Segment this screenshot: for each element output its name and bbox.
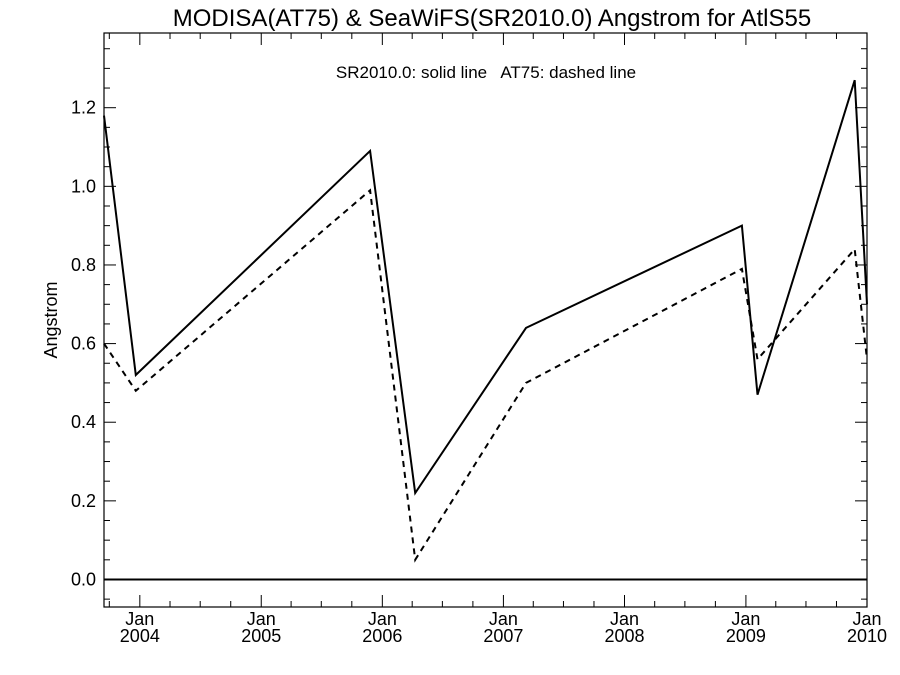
x-tick-year-label: 2004 [120, 626, 160, 646]
x-tick-year-label: 2005 [241, 626, 281, 646]
x-tick-month-label: Jan [610, 609, 639, 629]
x-tick-month-label: Jan [731, 609, 760, 629]
x-tick-year-label: 2006 [362, 626, 402, 646]
x-tick-month-label: Jan [125, 609, 154, 629]
plot-frame [103, 32, 868, 608]
x-tick-year-label: 2007 [483, 626, 523, 646]
y-tick-label: 0.8 [71, 255, 96, 275]
line-style-annotation: SR2010.0: solid line AT75: dashed line [336, 63, 636, 82]
y-tick-label: 0.0 [71, 569, 96, 589]
x-tick-year-label: 2009 [726, 626, 766, 646]
dashed-series-line [103, 188, 868, 563]
x-tick-month-label: Jan [368, 609, 397, 629]
y-axis-ticks: 0.0 0.2 0.4 0.6 0.8 1.0 1.2 [71, 48, 867, 600]
solid-series-line [103, 79, 868, 496]
x-tick-month-label: Jan [489, 609, 518, 629]
x-tick-year-label: 2008 [604, 626, 644, 646]
y-axis-label: Angstrom [41, 281, 61, 358]
y-tick-label: 0.4 [71, 412, 96, 432]
x-tick-year-label: 2010 [847, 626, 887, 646]
x-tick-month-label: Jan [852, 609, 881, 629]
y-tick-label: 1.0 [71, 176, 96, 196]
x-axis-ticks: Jan2004Jan2005Jan2006Jan2007Jan2008Jan20… [108, 33, 887, 646]
y-tick-label: 0.6 [71, 334, 96, 354]
y-tick-label: 1.2 [71, 98, 96, 118]
chart-title: MODISA(AT75) & SeaWiFS(SR2010.0) Angstro… [173, 5, 811, 32]
y-tick-label: 0.2 [71, 491, 96, 511]
x-tick-month-label: Jan [247, 609, 276, 629]
series-lines [103, 79, 868, 581]
